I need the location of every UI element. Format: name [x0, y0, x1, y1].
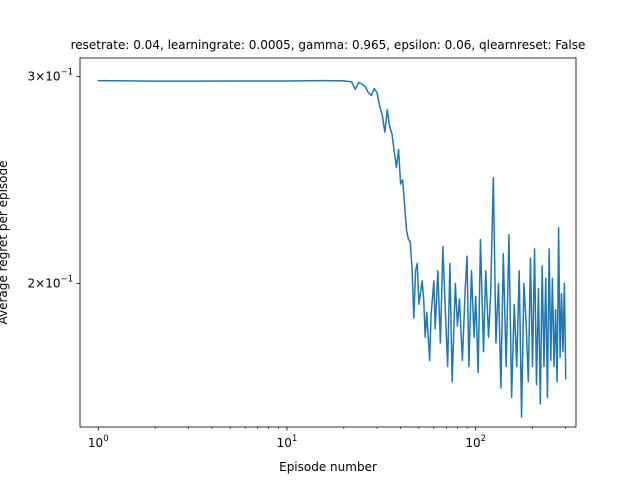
x-tick-base: 10 — [465, 436, 480, 450]
y-tick-label: 3×10−1 — [27, 67, 73, 83]
x-tick-exponent: 0 — [103, 434, 108, 444]
series-layer — [97, 79, 567, 418]
y-axis-label: Average regret per episode — [0, 160, 10, 324]
x-tick-label: 100 — [88, 434, 109, 450]
y-tick-exponent: −1 — [60, 67, 73, 77]
y-tick-mantissa: 3 — [27, 69, 35, 83]
y-tick-exponent: −1 — [60, 274, 73, 284]
x-axis-label: Episode number — [279, 460, 377, 474]
plot-frame — [79, 57, 577, 428]
x-tick-base: 10 — [277, 436, 292, 450]
y-tick-mantissa: 2 — [27, 276, 35, 290]
y-tick-times: × — [35, 276, 45, 290]
x-tick-exponent: 2 — [481, 434, 486, 444]
y-tick-base: 10 — [45, 276, 60, 290]
chart-title: resetrate: 0.04, learningrate: 0.0005, g… — [71, 38, 586, 52]
x-tick-label: 102 — [465, 434, 486, 450]
series-line — [97, 79, 567, 418]
y-tick-base: 10 — [45, 69, 60, 83]
plot-area — [80, 58, 576, 427]
x-tick-base: 10 — [88, 436, 103, 450]
x-tick-label: 101 — [277, 434, 298, 450]
y-tick-label: 2×10−1 — [27, 274, 73, 290]
y-tick-times: × — [35, 69, 45, 83]
x-tick-exponent: 1 — [292, 434, 297, 444]
